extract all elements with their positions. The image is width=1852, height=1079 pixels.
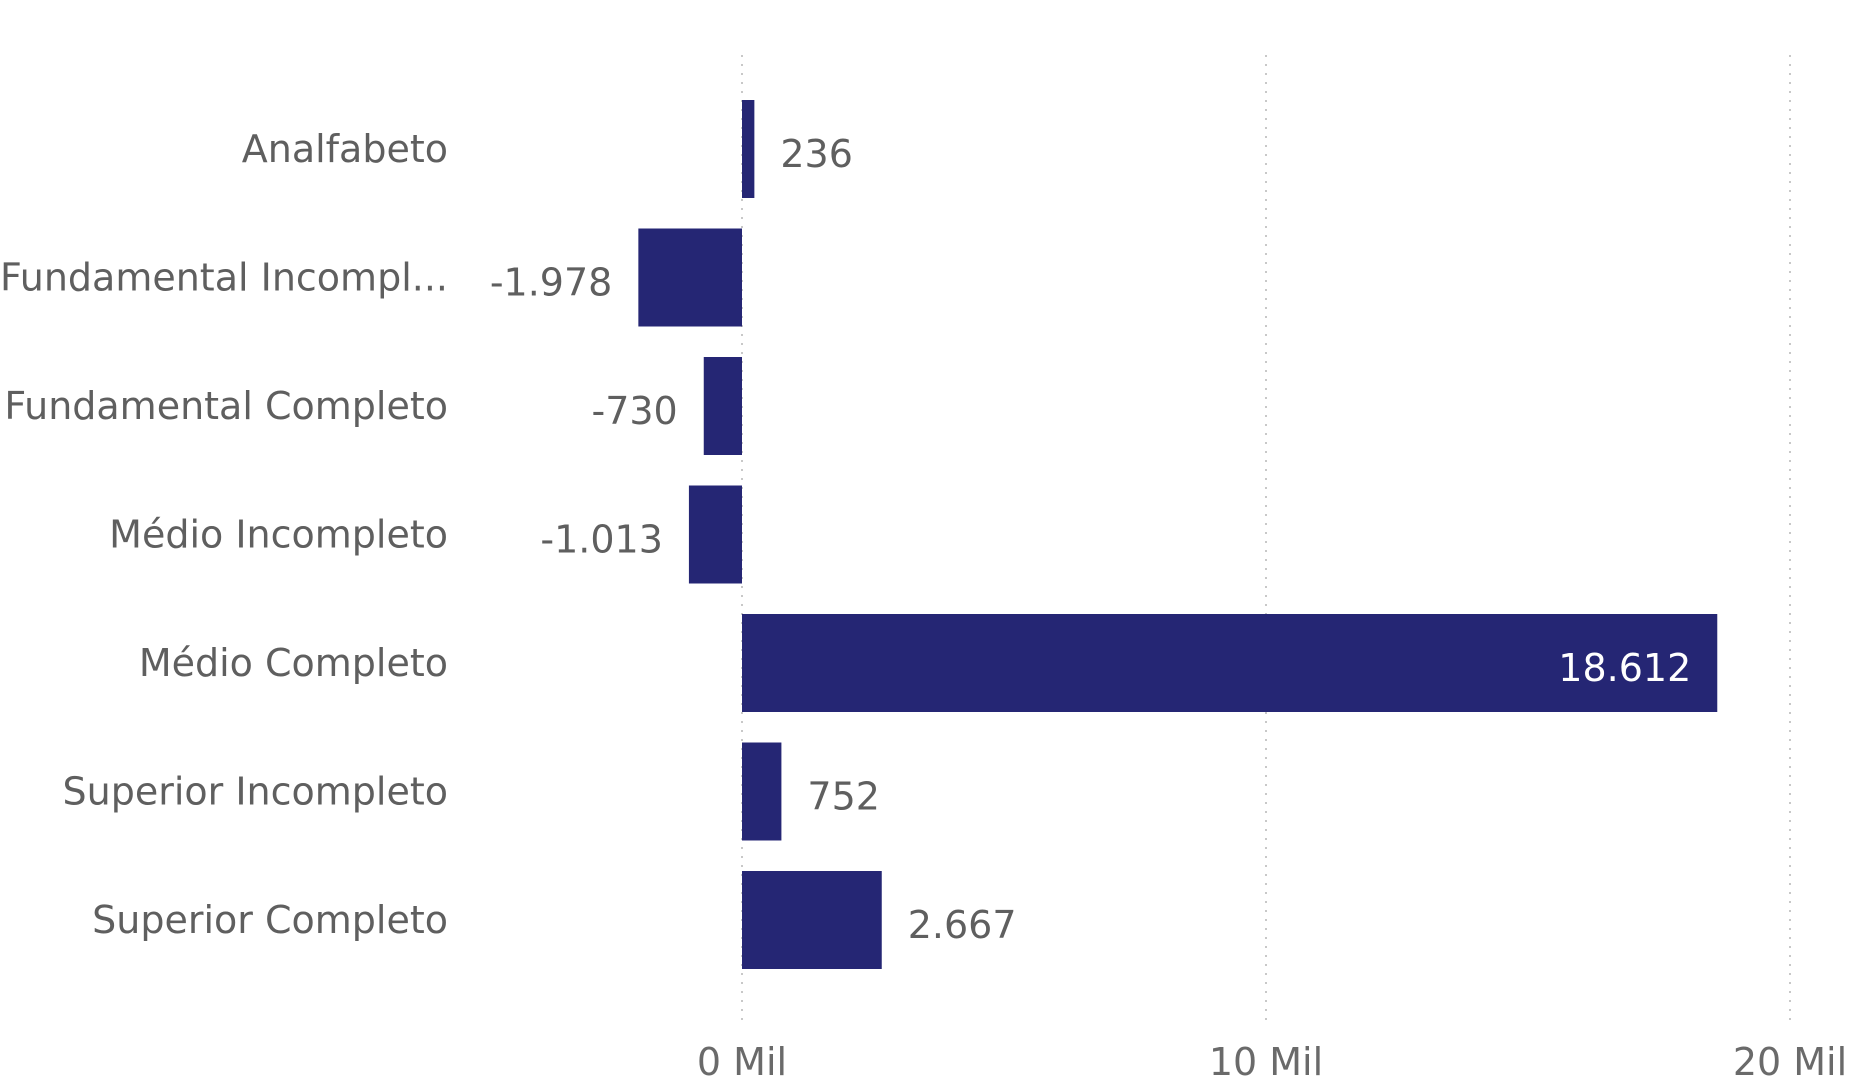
data-label: -1.978 — [490, 261, 613, 305]
bars — [638, 100, 1718, 969]
bar[interactable] — [742, 614, 1718, 712]
category-labels: Analfabeto Fundamental Incompl... Fundamen… — [0, 127, 448, 942]
category-label: Superior Incompleto — [63, 770, 449, 814]
category-label: Fundamental Incompl... — [0, 256, 448, 300]
data-label: 2.667 — [908, 903, 1017, 947]
category-label: Analfabeto — [242, 127, 448, 171]
x-axis-tick-labels: 0 Mil 10 Mil 20 Mil — [697, 1040, 1847, 1079]
data-label: -730 — [591, 389, 677, 433]
gridlines — [741, 55, 1791, 1020]
bar[interactable] — [742, 871, 882, 969]
data-labels: 236 -1.978 -730 -1.013 18.612 752 2.667 — [490, 132, 1691, 947]
bar[interactable] — [742, 742, 782, 841]
bar[interactable] — [703, 357, 742, 455]
data-label: -1.013 — [540, 518, 663, 562]
category-label: Fundamental Completo — [4, 384, 448, 428]
x-tick-label: 10 Mil — [1209, 1040, 1323, 1079]
bar[interactable] — [638, 228, 742, 327]
data-label: 752 — [807, 775, 880, 819]
category-label: Médio Incompleto — [109, 513, 448, 557]
bar[interactable] — [688, 485, 742, 584]
bar[interactable] — [742, 100, 755, 198]
data-label: 18.612 — [1558, 646, 1691, 690]
data-label: 236 — [780, 132, 853, 176]
category-label: Médio Completo — [139, 641, 448, 685]
x-tick-label: 20 Mil — [1733, 1040, 1847, 1079]
category-label: Superior Completo — [92, 898, 448, 942]
x-tick-label: 0 Mil — [697, 1040, 787, 1079]
